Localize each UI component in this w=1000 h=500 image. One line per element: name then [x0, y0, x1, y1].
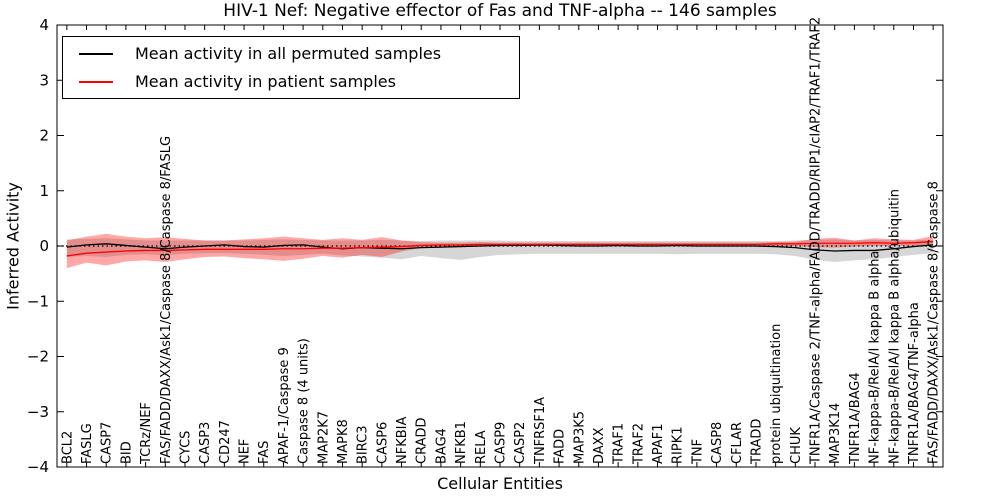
legend: Mean activity in all permuted samples Me… [62, 36, 520, 99]
legend-label: Mean activity in patient samples [135, 72, 396, 91]
y-tick-label: 1 [39, 182, 49, 200]
x-category-label: APAF-1/Caspase 9 [277, 347, 292, 464]
band-patient [66, 233, 934, 269]
x-category-label: CASP8 [710, 422, 725, 464]
x-category-label: BIRC3 [356, 426, 371, 465]
x-category-label: protein ubiquitination [769, 324, 784, 464]
y-tick-label: −3 [27, 403, 49, 421]
x-category-label: TNFR1A/BAG4/TNF-alpha [907, 302, 922, 465]
x-category-label: FASLG [80, 423, 95, 464]
x-category-label: CASP6 [375, 422, 390, 464]
x-category-label: MAPK8 [336, 419, 351, 464]
x-category-label: BID [119, 441, 134, 464]
x-axis-label: Cellular Entities [437, 474, 563, 493]
chart-title: HIV-1 Nef: Negative effector of Fas and … [223, 1, 777, 21]
x-category-label: TRADD [749, 419, 764, 465]
x-category-label: FADD [553, 429, 568, 464]
x-category-label: TNFR1A/Caspase 2/TNF-alpha/FADD/TRADD/RI… [809, 17, 824, 465]
x-category-label: CD247 [218, 420, 233, 464]
y-tick-label: 3 [39, 71, 49, 89]
legend-entry-patient: Mean activity in patient samples [75, 72, 507, 91]
legend-line-swatch-red [79, 80, 113, 83]
x-category-label: TNFRSF1A [533, 397, 548, 465]
x-category-label: NFKBIA [395, 417, 410, 464]
x-category-label: TRAF2 [631, 423, 646, 465]
x-category-label: CHUK [789, 427, 804, 464]
x-category-label: TNFR1A/BAG4 [848, 372, 863, 465]
x-category-label: FAS [257, 441, 272, 464]
x-category-label: FAS/FADD/DAXX/Ask1/Caspase 8/Caspase 8 [927, 181, 942, 464]
x-category-label: BAG4 [434, 428, 449, 464]
x-category-label: NEF [238, 439, 253, 464]
x-category-label: DAXX [592, 427, 607, 464]
x-category-label: MAP2K7 [316, 411, 331, 464]
y-tick-label: −2 [27, 348, 49, 366]
x-category-label: NFKB1 [454, 421, 469, 464]
line-patient [66, 240, 934, 257]
x-category-label: MAP3K5 [572, 411, 587, 464]
x-category-label: CASP7 [100, 422, 115, 464]
x-category-label: BCL2 [60, 431, 75, 464]
x-category-label: RIPK1 [671, 426, 686, 464]
legend-line-swatch-black [79, 52, 113, 55]
x-category-label: TNF [690, 439, 705, 465]
x-category-label: TRAF1 [612, 423, 627, 465]
x-category-label: CFLAR [730, 422, 745, 464]
x-category-label: FAS/FADD/DAXX/Ask1/Caspase 8/Caspase 8/F… [159, 136, 174, 464]
x-category-label: NF-kappa-B/RelA/I kappa B alpha [868, 251, 883, 464]
legend-label: Mean activity in all permuted samples [135, 44, 442, 63]
x-category-label: Caspase 8 (4 units) [297, 338, 312, 464]
line-permuted [66, 243, 934, 252]
x-category-label: CASP9 [494, 422, 509, 464]
x-category-label: RELA [474, 430, 489, 464]
legend-entry-permuted: Mean activity in all permuted samples [75, 44, 507, 63]
x-category-label: TCRz/NEF [139, 402, 154, 465]
x-category-label: CASP3 [198, 422, 213, 464]
y-tick-label: −4 [27, 458, 49, 476]
y-tick-label: 0 [39, 237, 49, 255]
x-category-label: CASP2 [513, 422, 528, 464]
y-tick-label: −1 [27, 292, 49, 310]
y-tick-label: 4 [39, 16, 49, 34]
y-tick-label: 2 [39, 127, 49, 145]
x-category-label: NF-kappa-B/RelA/I kappa B alpha/ubiquiti… [887, 189, 902, 464]
x-category-label: CYCS [178, 431, 193, 464]
x-category-label: CRADD [415, 418, 430, 465]
x-category-label: APAF1 [651, 423, 666, 464]
x-category-label: MAP3K14 [828, 403, 843, 464]
